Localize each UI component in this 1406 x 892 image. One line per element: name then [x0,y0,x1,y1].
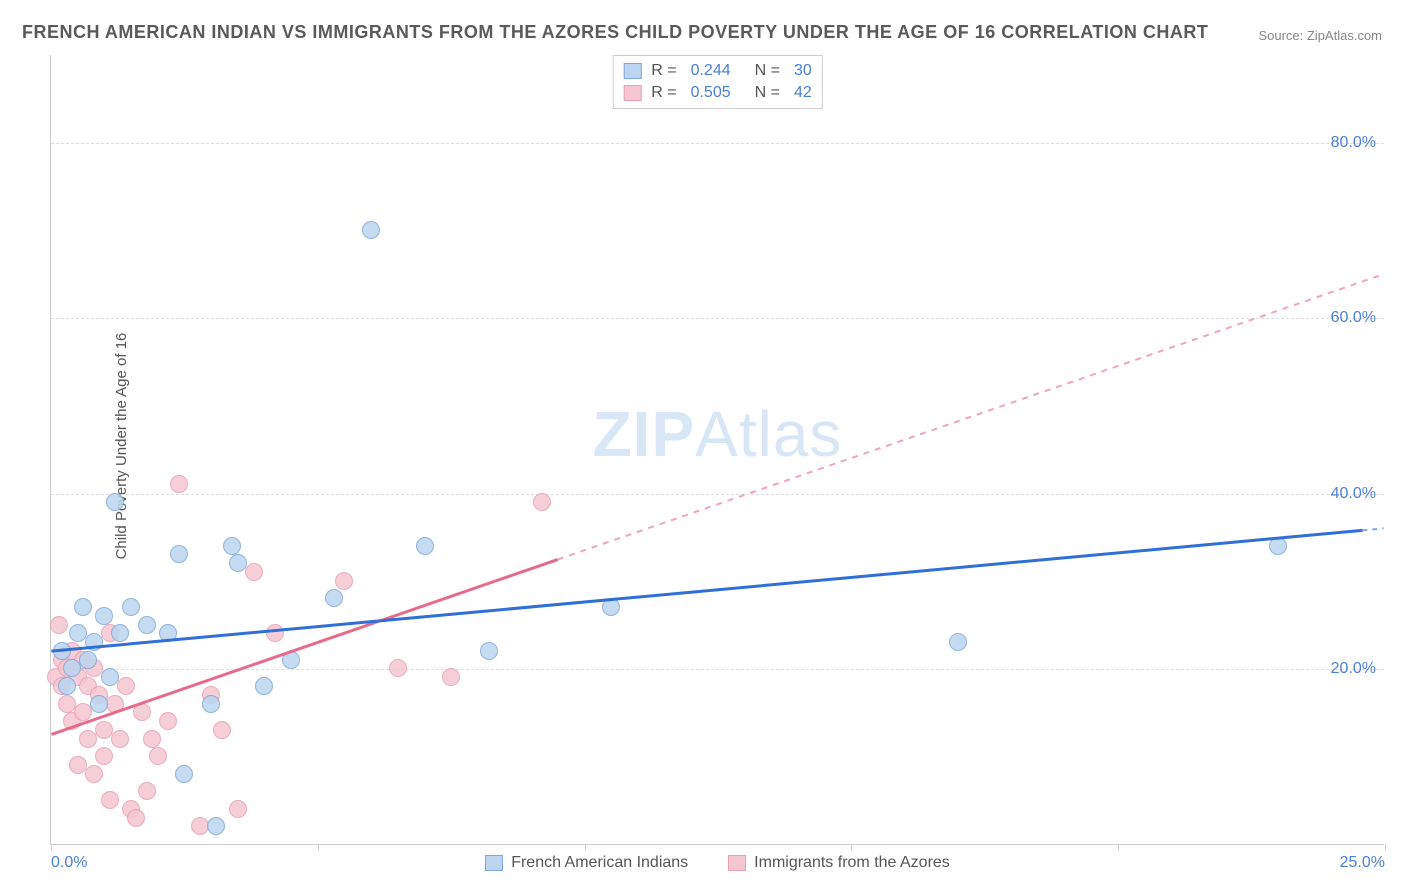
blue-point [95,607,113,625]
blue-point [223,537,241,555]
pink-point [266,624,284,642]
blue-point [602,598,620,616]
tick-x [1385,844,1386,850]
pink-point [143,730,161,748]
y-tick-label: 40.0% [1331,485,1376,503]
blue-point [325,589,343,607]
legend-swatch-pink [728,855,746,871]
source-label: Source: ZipAtlas.com [1258,28,1382,43]
blue-point [159,624,177,642]
legend-bottom-blue: French American Indians [485,854,688,872]
y-tick-label: 20.0% [1331,660,1376,678]
tick-x [1118,844,1119,850]
blue-point [85,633,103,651]
r-label: R = [651,82,676,104]
blue-point [362,221,380,239]
gridline-h [51,318,1384,319]
plot-area: ZIPAtlas R = 0.244 N = 30 R = 0.505 N = … [50,55,1384,845]
blue-point [101,668,119,686]
legend-swatch-pink [623,85,641,101]
blue-point [949,633,967,651]
blue-point [229,554,247,572]
blue-point [90,695,108,713]
pink-point [159,712,177,730]
n-value-blue: 30 [794,60,812,82]
blue-point [138,616,156,634]
blue-point [79,651,97,669]
gridline-h [51,143,1384,144]
legend-top-row-blue: R = 0.244 N = 30 [623,60,812,82]
blue-point [480,642,498,660]
tick-x [585,844,586,850]
blue-point [416,537,434,555]
pink-point [106,695,124,713]
blue-point [207,817,225,835]
legend-top-row-pink: R = 0.505 N = 42 [623,82,812,104]
tick-x [851,844,852,850]
pink-point [533,493,551,511]
pink-point [111,730,129,748]
blue-point [202,695,220,713]
legend-label-blue: French American Indians [511,854,688,872]
r-label: R = [651,60,676,82]
chart-title: FRENCH AMERICAN INDIAN VS IMMIGRANTS FRO… [22,22,1208,43]
watermark-zip: ZIP [593,398,696,470]
blue-point [175,765,193,783]
blue-point [63,659,81,677]
pink-point [85,765,103,783]
pink-point [95,747,113,765]
trend-lines [51,55,1384,844]
blue-point [58,677,76,695]
blue-point [1269,537,1287,555]
pink-point [213,721,231,739]
pink-point [442,668,460,686]
watermark-atlas: Atlas [695,398,842,470]
pink-point [335,572,353,590]
pink-point [133,703,151,721]
pink-point [50,616,68,634]
blue-point [111,624,129,642]
y-tick-label: 80.0% [1331,134,1376,152]
plot-inner: ZIPAtlas R = 0.244 N = 30 R = 0.505 N = … [50,55,1384,845]
legend-swatch-blue [485,855,503,871]
watermark: ZIPAtlas [593,397,843,471]
legend-top: R = 0.244 N = 30 R = 0.505 N = 42 [612,55,823,109]
pink-point [389,659,407,677]
legend-swatch-blue [623,63,641,79]
legend-bottom-pink: Immigrants from the Azores [728,854,950,872]
y-tick-label: 60.0% [1331,309,1376,327]
pink-point [117,677,135,695]
blue-point [74,598,92,616]
n-label: N = [755,82,780,104]
blue-point [53,642,71,660]
gridline-h [51,494,1384,495]
blue-point [106,493,124,511]
legend-bottom: French American Indians Immigrants from … [51,854,1384,872]
tick-x [51,844,52,850]
n-label: N = [755,60,780,82]
pink-point [79,730,97,748]
pink-point [101,791,119,809]
tick-x [318,844,319,850]
pink-point [74,703,92,721]
blue-point [255,677,273,695]
pink-point [170,475,188,493]
pink-point [245,563,263,581]
r-value-blue: 0.244 [691,60,731,82]
blue-point [282,651,300,669]
pink-point [138,782,156,800]
n-value-pink: 42 [794,82,812,104]
blue-point [170,545,188,563]
r-value-pink: 0.505 [691,82,731,104]
pink-point [229,800,247,818]
pink-point [127,809,145,827]
blue-point [122,598,140,616]
pink-point [149,747,167,765]
legend-label-pink: Immigrants from the Azores [754,854,950,872]
gridline-h [51,669,1384,670]
